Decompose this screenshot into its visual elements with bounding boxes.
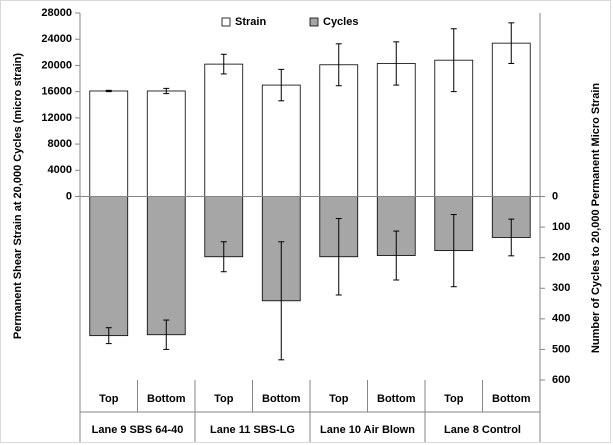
x-tick-label: Top bbox=[444, 393, 464, 405]
y2-tick-label: 600 bbox=[552, 374, 570, 386]
y-tick-label: 20000 bbox=[41, 59, 72, 71]
legend-label: Strain bbox=[235, 16, 266, 28]
bar bbox=[146, 196, 186, 336]
bar bbox=[319, 64, 359, 197]
y-tick-label: 0 bbox=[66, 190, 72, 202]
group-label: Lane 11 SBS-LG bbox=[210, 424, 295, 436]
bar bbox=[261, 84, 301, 197]
y2-tick-label: 300 bbox=[552, 282, 570, 294]
legend-swatch bbox=[309, 17, 319, 27]
group-label: Lane 8 Control bbox=[444, 424, 521, 436]
group-label: Lane 10 Air Blown bbox=[320, 424, 415, 436]
y2-tick-label: 500 bbox=[552, 343, 570, 355]
legend-swatch bbox=[221, 17, 231, 27]
x-tick-label: Bottom bbox=[262, 393, 301, 405]
x-tick-label: Bottom bbox=[492, 393, 531, 405]
y-tick-label: 28000 bbox=[41, 7, 72, 19]
x-tick-label: Top bbox=[329, 393, 349, 405]
y-axis-label: Permanent Shear Strain at 20,000 Cycles … bbox=[12, 53, 24, 339]
bar bbox=[89, 90, 129, 197]
y2-tick-label: 400 bbox=[552, 313, 570, 325]
y-tick-label: 4000 bbox=[48, 164, 72, 176]
y2-tick-label: 0 bbox=[552, 190, 558, 202]
x-tick-label: Top bbox=[99, 393, 119, 405]
y2-axis-label: Number of Cycles to 20,000 Permanent Mic… bbox=[590, 83, 602, 353]
y-tick-label: 24000 bbox=[41, 33, 72, 45]
x-tick-label: Top bbox=[214, 393, 234, 405]
legend-label: Cycles bbox=[323, 16, 358, 28]
x-tick-label: Bottom bbox=[377, 393, 416, 405]
group-label: Lane 9 SBS 64-40 bbox=[92, 424, 184, 436]
bar bbox=[89, 196, 129, 337]
bar bbox=[204, 63, 244, 197]
y-tick-label: 12000 bbox=[41, 112, 72, 124]
y2-tick-label: 100 bbox=[552, 221, 570, 233]
bar bbox=[146, 90, 186, 197]
bar bbox=[491, 42, 531, 197]
x-tick-label: Bottom bbox=[147, 393, 186, 405]
y-tick-label: 16000 bbox=[41, 86, 72, 98]
y2-tick-label: 200 bbox=[552, 252, 570, 264]
y-tick-label: 8000 bbox=[48, 138, 72, 150]
